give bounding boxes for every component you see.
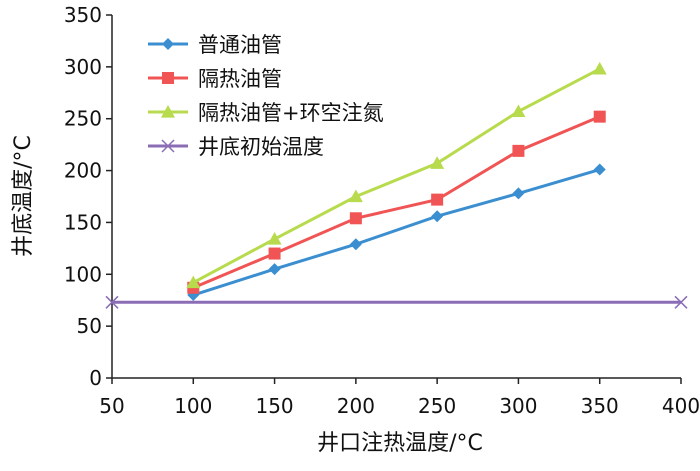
- x-tick-label: 50: [99, 394, 124, 418]
- data-point-square: [162, 72, 174, 84]
- y-axis-title: 井底温度/°C: [11, 135, 36, 257]
- legend-item: 隔热油管+环空注氮: [148, 101, 384, 125]
- series-line: [192, 115, 601, 290]
- data-point-x: [105, 295, 119, 309]
- data-point-x: [161, 139, 175, 153]
- data-point-triangle: [430, 156, 445, 169]
- y-tick-label: 50: [77, 314, 102, 338]
- data-point-diamond: [349, 238, 362, 251]
- legend-label: 隔热油管: [198, 67, 282, 91]
- y-tick-label: 300: [64, 55, 102, 79]
- series-0: [187, 163, 606, 302]
- y-tick-label: 100: [64, 262, 102, 286]
- y-tick-label: 200: [64, 159, 102, 183]
- x-tick-label: 400: [662, 394, 700, 418]
- legend-item: 隔热油管: [148, 67, 282, 91]
- data-point-triangle: [161, 105, 175, 118]
- x-tick-label: 350: [581, 394, 619, 418]
- data-point-diamond: [593, 163, 606, 176]
- data-point-triangle: [186, 275, 201, 289]
- series-3: [105, 295, 688, 309]
- legend-item: 普通油管: [148, 33, 282, 57]
- data-point-diamond: [512, 187, 525, 200]
- legend-item: 井底初始温度: [148, 135, 324, 159]
- x-tick-label: 100: [174, 394, 212, 418]
- x-tick-label: 250: [418, 394, 456, 418]
- data-point-square: [268, 247, 281, 260]
- data-point-diamond: [268, 263, 281, 276]
- y-tick-label: 0: [89, 366, 102, 390]
- data-point-square: [349, 212, 362, 225]
- data-point-diamond: [431, 210, 444, 223]
- series-line: [192, 168, 601, 297]
- x-tick-label: 200: [337, 394, 375, 418]
- y-tick-label: 150: [64, 210, 102, 234]
- data-point-square: [512, 144, 525, 157]
- data-point-x-stroke: [105, 295, 119, 309]
- legend-label: 隔热油管+环空注氮: [198, 101, 384, 125]
- series-1: [187, 110, 606, 294]
- series-line: [192, 67, 601, 284]
- data-point-x-stroke: [674, 295, 688, 309]
- data-point-triangle: [511, 104, 526, 118]
- y-tick-label: 350: [64, 3, 102, 27]
- data-point-square: [593, 110, 606, 123]
- x-tick-label: 150: [255, 394, 293, 418]
- data-point-square: [431, 193, 444, 206]
- data-point-triangle: [267, 232, 282, 245]
- data-point-triangle: [592, 61, 607, 75]
- data-point-x-stroke: [161, 139, 175, 153]
- legend-label: 普通油管: [198, 33, 282, 57]
- series-2: [186, 61, 607, 289]
- data-point-diamond: [162, 38, 174, 50]
- data-point-triangle: [348, 189, 363, 203]
- series-group: [105, 61, 688, 309]
- x-axis-title: 井口注热温度/°C: [317, 431, 483, 456]
- data-point-x: [674, 295, 688, 309]
- legend-label: 井底初始温度: [198, 135, 324, 159]
- x-tick-label: 300: [499, 394, 537, 418]
- y-tick-label: 250: [64, 107, 102, 131]
- axes: 0 50 100 150 200 250 300 350 50 100 150 200 250 300 35…: [64, 3, 700, 418]
